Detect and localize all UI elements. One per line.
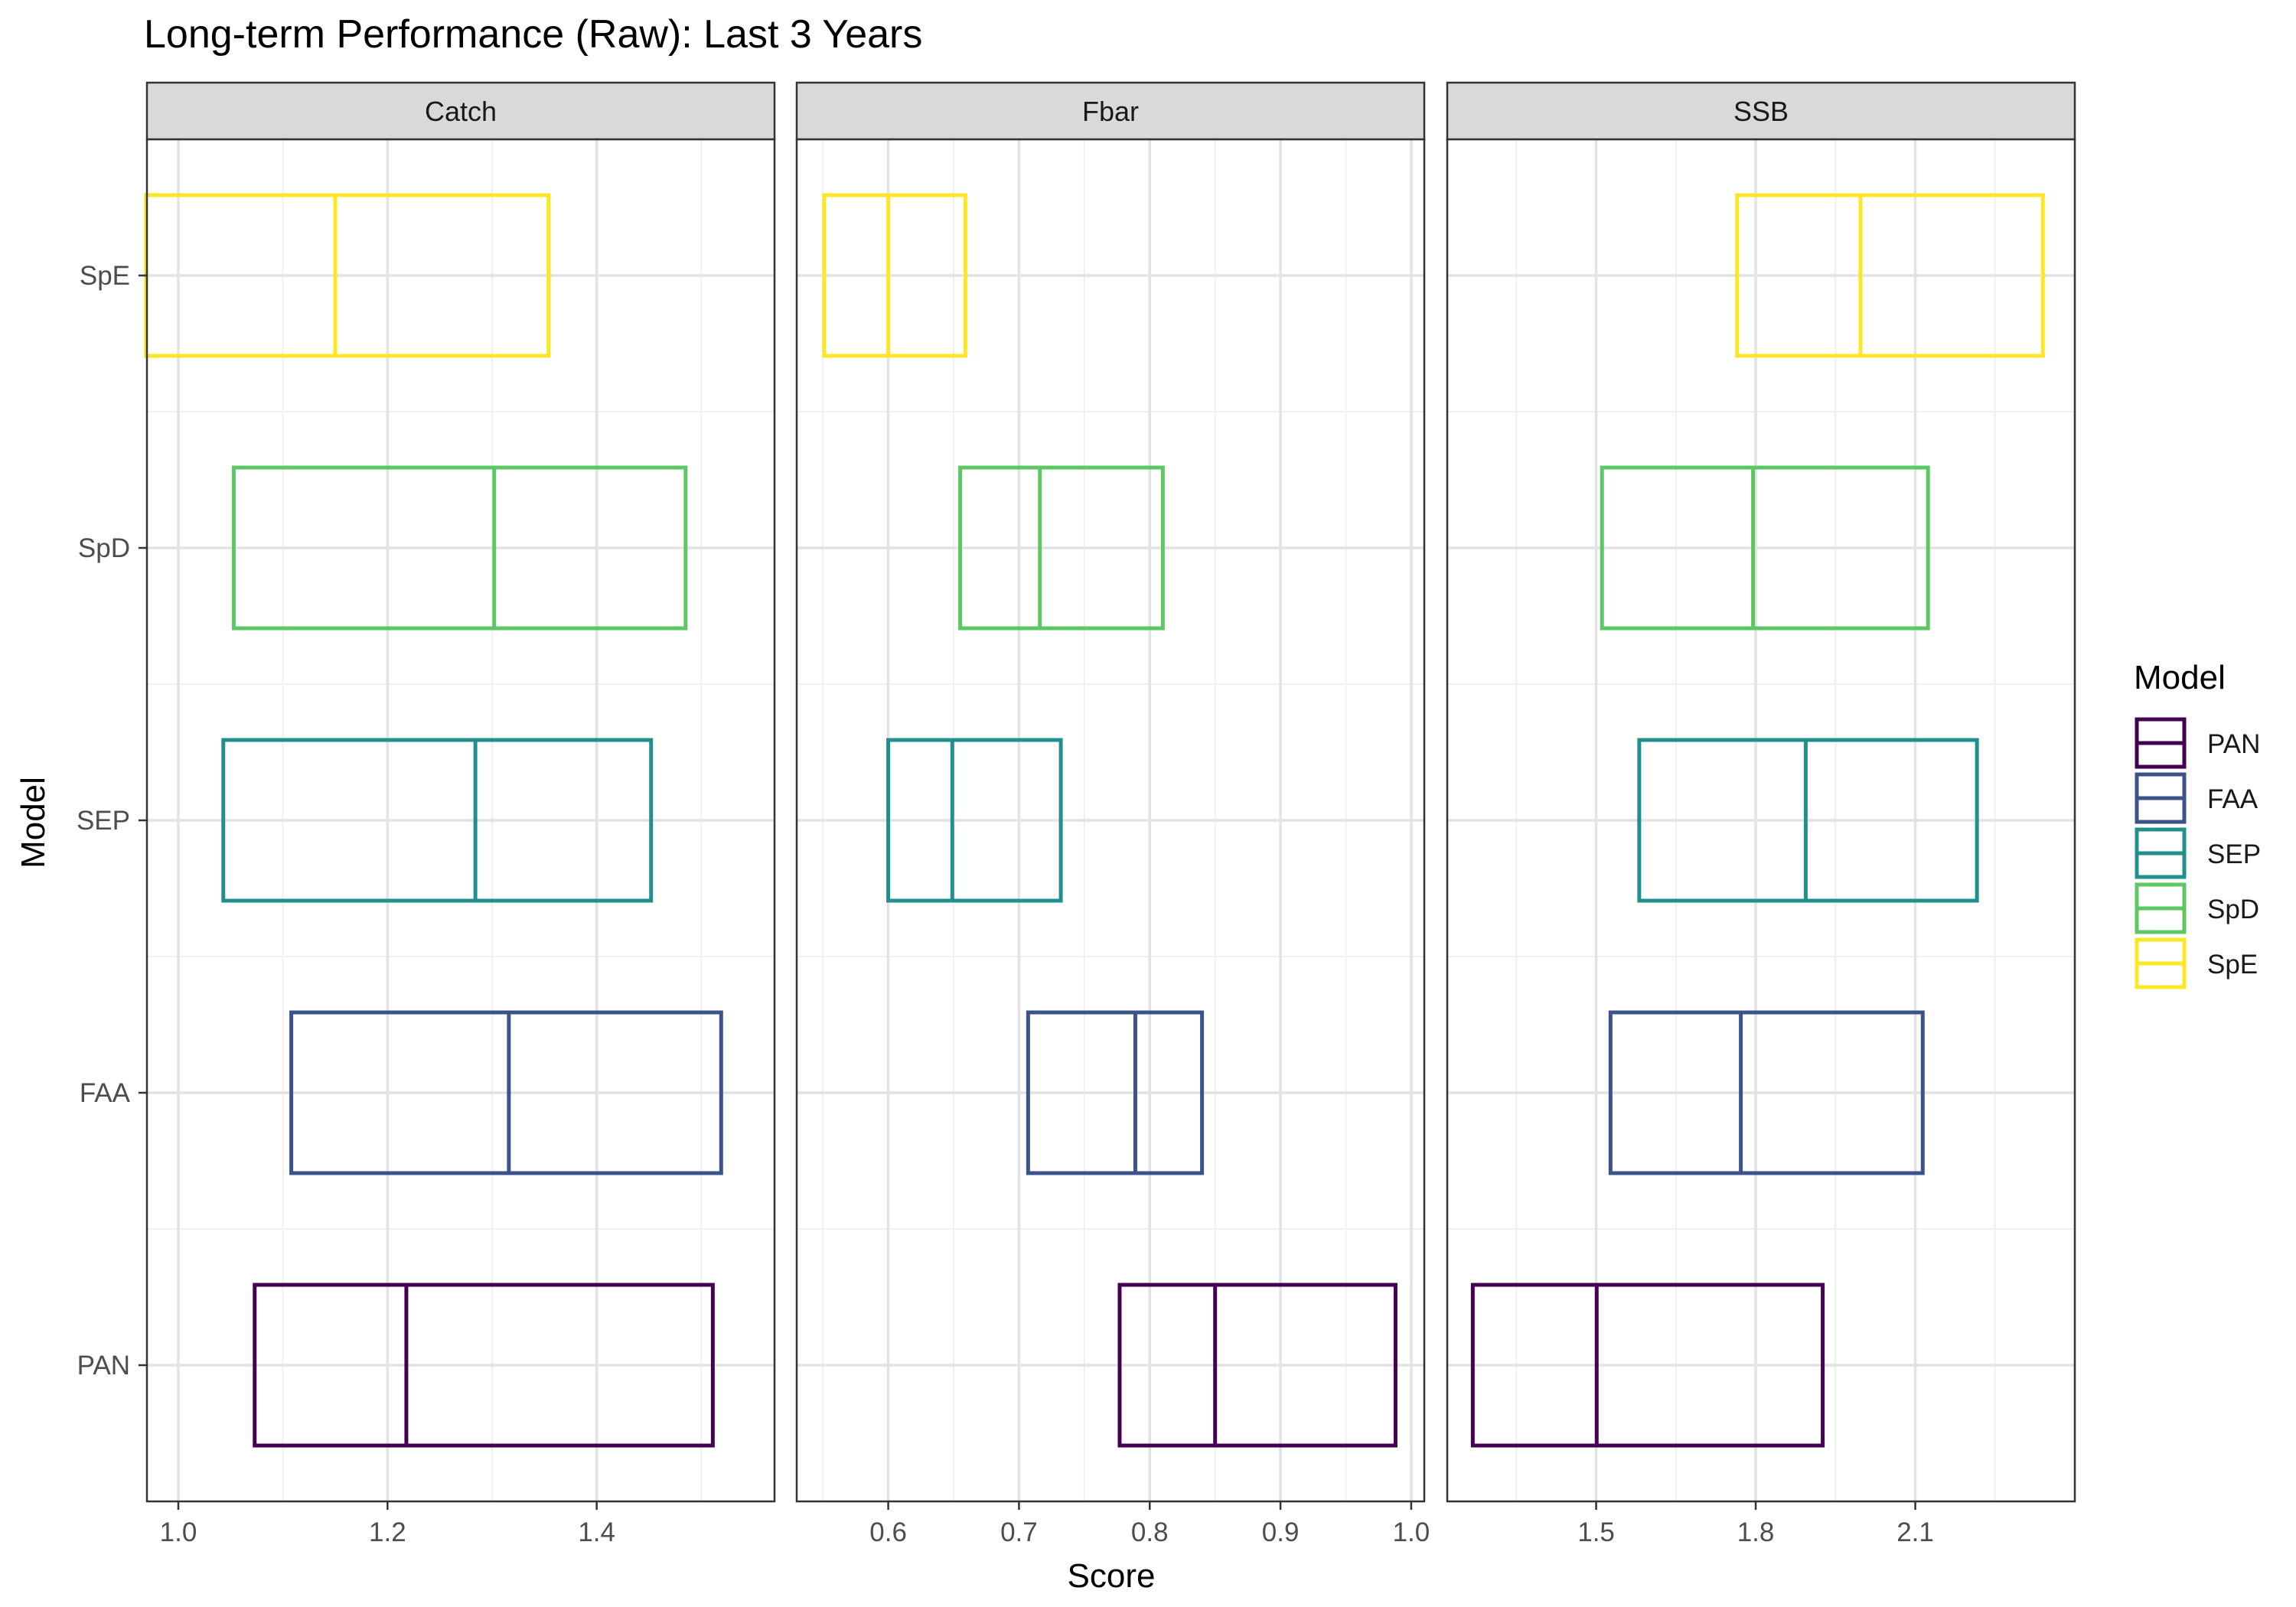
box-ssb-spe	[1735, 193, 2045, 358]
facet-strip	[145, 81, 776, 141]
box-fbar-spd	[958, 465, 1165, 631]
x-tick-label: 0.7	[1000, 1517, 1038, 1547]
legend-label: PAN	[2207, 729, 2260, 759]
box-fbar-pan	[1117, 1283, 1397, 1448]
legend-label: FAA	[2207, 784, 2258, 814]
x-tick-label: 0.6	[869, 1517, 907, 1547]
y-tick-label: PAN	[77, 1351, 130, 1380]
box-catch-sep	[221, 738, 654, 903]
box-fbar-faa	[1026, 1010, 1205, 1175]
x-tick-label: 1.4	[578, 1517, 615, 1547]
panel-ssb: SSB 1.5 1.8 2.1	[1446, 81, 2076, 1547]
legend-label: SEP	[2207, 839, 2261, 869]
facet-strip-label: Catch	[425, 96, 497, 127]
chart-title: Long-term Performance (Raw): Last 3 Year…	[144, 12, 922, 57]
box-ssb-spd	[1600, 465, 1930, 631]
y-tick-label: SpD	[78, 533, 130, 563]
x-tick-label: 1.0	[160, 1517, 197, 1547]
x-tick-label: 0.8	[1131, 1517, 1169, 1547]
y-tick-label: FAA	[80, 1078, 131, 1108]
panel-catch: Catch 1.0 1.2 1.4	[144, 81, 776, 1547]
box-ssb-faa	[1608, 1010, 1925, 1175]
facet-panels: Catch 1.0 1.2 1.4 Fbar 0.6 0.7 0.8 0.9 1.0 SSB 1.5 1…	[144, 81, 2076, 1547]
x-tick-label: 1.5	[1577, 1517, 1615, 1547]
y-tick-label: SpE	[80, 261, 130, 291]
facet-strip	[1446, 81, 2076, 141]
legend-title: Model	[2134, 659, 2226, 696]
box-ssb-sep	[1637, 738, 1979, 903]
box-catch-faa	[289, 1010, 723, 1175]
x-tick-label: 1.2	[369, 1517, 406, 1547]
legend-label: SpD	[2207, 895, 2259, 924]
box-catch-pan	[253, 1283, 715, 1448]
y-axis-title: Model	[15, 777, 52, 869]
panel-fbar: Fbar 0.6 0.7 0.8 0.9 1.0	[795, 81, 1430, 1547]
legend-label: SpE	[2207, 950, 2258, 980]
x-tick-label: 1.8	[1737, 1517, 1775, 1547]
box-fbar-sep	[886, 738, 1063, 903]
x-tick-label: 2.1	[1896, 1517, 1934, 1547]
box-fbar-spe	[822, 193, 967, 358]
x-tick-label: 0.9	[1262, 1517, 1300, 1547]
legend: Model PAN FAA SEP SpD SpE	[2134, 659, 2261, 989]
y-axis: PAN FAA SEP SpD SpE	[77, 261, 147, 1380]
x-axis-title: Score	[1068, 1557, 1156, 1595]
facet-strip	[795, 81, 1426, 141]
y-tick-label: SEP	[77, 806, 130, 836]
x-tick-label: 1.0	[1393, 1517, 1430, 1547]
facet-strip-label: Fbar	[1082, 96, 1139, 127]
box-catch-spd	[231, 465, 688, 631]
facet-strip-label: SSB	[1733, 96, 1789, 127]
box-ssb-pan	[1470, 1283, 1825, 1448]
